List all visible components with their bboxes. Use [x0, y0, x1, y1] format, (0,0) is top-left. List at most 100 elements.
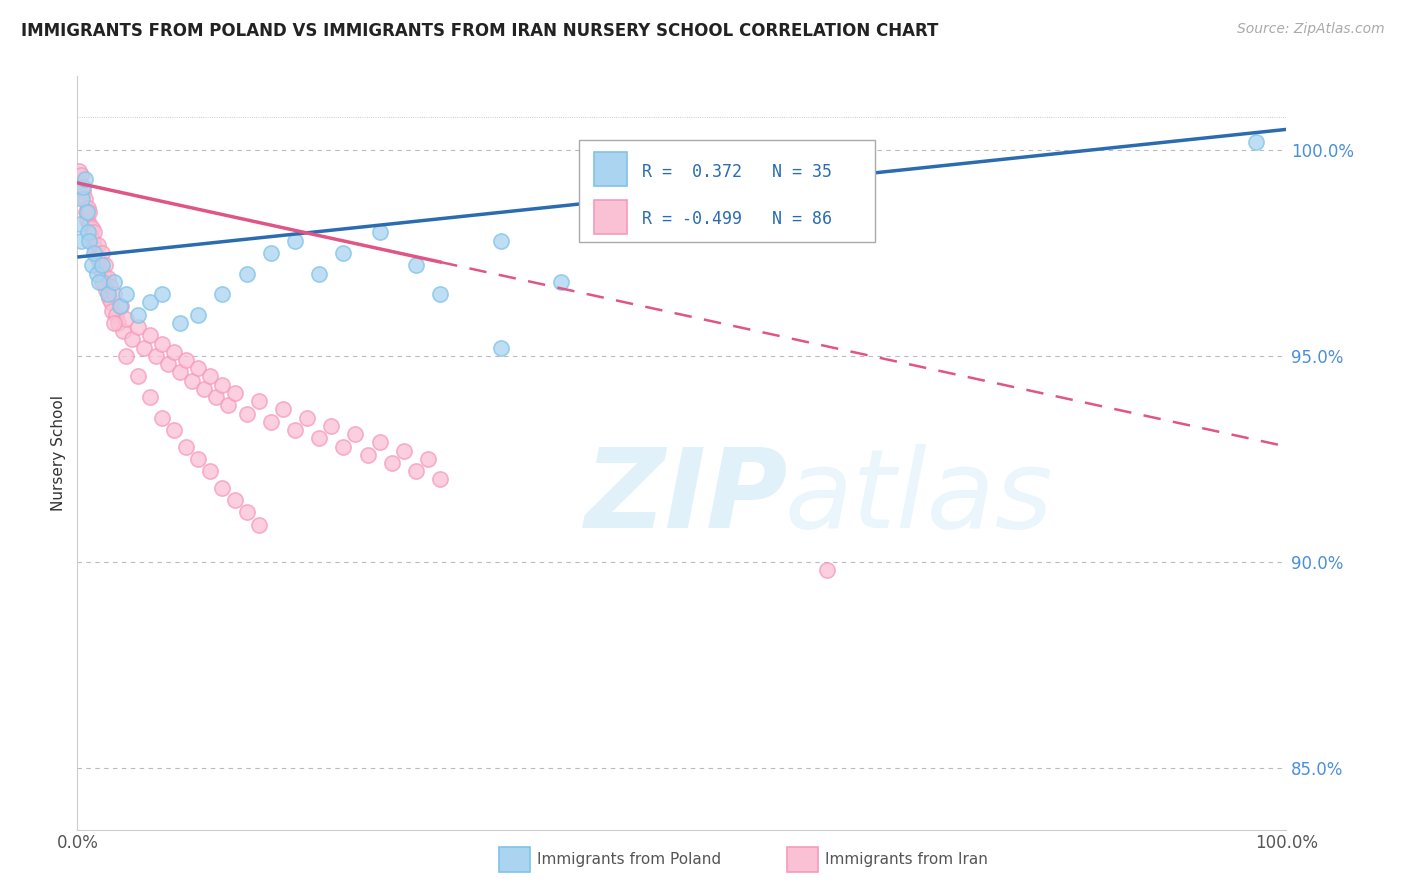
Text: Immigrants from Poland: Immigrants from Poland — [537, 853, 721, 867]
FancyBboxPatch shape — [593, 200, 627, 234]
Point — [86, 250, 108, 264]
Point — [87, 237, 110, 252]
Point — [91, 267, 114, 281]
Point — [83, 225, 105, 239]
Point — [127, 308, 149, 322]
Point — [429, 287, 451, 301]
Point — [103, 275, 125, 289]
Point — [429, 473, 451, 487]
Point — [72, 184, 94, 198]
Point — [139, 390, 162, 404]
Point — [224, 493, 246, 508]
Point — [405, 258, 427, 272]
Point — [77, 201, 100, 215]
Point — [193, 382, 215, 396]
Point — [98, 278, 121, 293]
Point — [381, 456, 404, 470]
FancyBboxPatch shape — [579, 140, 876, 242]
Point — [114, 311, 136, 326]
Text: IMMIGRANTS FROM POLAND VS IMMIGRANTS FROM IRAN NURSERY SCHOOL CORRELATION CHART: IMMIGRANTS FROM POLAND VS IMMIGRANTS FRO… — [21, 22, 938, 40]
Point — [200, 369, 222, 384]
Point — [150, 336, 173, 351]
Point — [271, 402, 294, 417]
Point — [139, 328, 162, 343]
Point — [247, 394, 270, 409]
Point — [86, 267, 108, 281]
Point — [550, 275, 572, 289]
Point — [87, 254, 110, 268]
Point — [67, 163, 90, 178]
Point — [200, 464, 222, 478]
Point — [103, 287, 125, 301]
Point — [94, 258, 117, 272]
Point — [187, 308, 209, 322]
Point — [96, 287, 118, 301]
Point — [260, 415, 283, 429]
Point — [139, 295, 162, 310]
Point — [150, 410, 173, 425]
Point — [100, 295, 122, 310]
Point — [127, 320, 149, 334]
Point — [97, 291, 120, 305]
Point — [69, 176, 91, 190]
Point — [89, 262, 111, 277]
Point — [332, 246, 354, 260]
Text: atlas: atlas — [785, 444, 1053, 551]
Point — [105, 308, 128, 322]
Point — [87, 275, 110, 289]
Point — [73, 171, 96, 186]
Point — [368, 435, 391, 450]
Point — [163, 423, 186, 437]
Point — [69, 217, 91, 231]
Point — [93, 275, 115, 289]
Point — [127, 369, 149, 384]
Point — [187, 451, 209, 466]
Point — [101, 303, 124, 318]
Point — [90, 275, 112, 289]
Point — [224, 386, 246, 401]
Point — [90, 246, 112, 260]
Point — [260, 246, 283, 260]
Point — [489, 234, 512, 248]
Point — [112, 324, 135, 338]
Point — [169, 365, 191, 379]
Text: R =  0.372   N = 35: R = 0.372 N = 35 — [643, 163, 832, 181]
Point — [83, 246, 105, 260]
Point — [405, 464, 427, 478]
Point — [187, 361, 209, 376]
Point — [70, 188, 93, 202]
Point — [211, 377, 233, 392]
Point — [392, 443, 415, 458]
Point — [235, 267, 257, 281]
Point — [284, 423, 307, 437]
Point — [79, 229, 101, 244]
Point — [79, 234, 101, 248]
Point — [70, 168, 93, 182]
Point — [96, 270, 118, 285]
Y-axis label: Nursery School: Nursery School — [51, 394, 66, 511]
FancyBboxPatch shape — [593, 152, 627, 186]
Point — [815, 563, 838, 577]
Point — [235, 505, 257, 519]
Point — [110, 300, 132, 314]
Point — [90, 258, 112, 272]
Point — [169, 316, 191, 330]
Point — [205, 390, 228, 404]
Point — [295, 410, 318, 425]
Point — [211, 287, 233, 301]
Point — [108, 300, 131, 314]
Point — [76, 204, 98, 219]
Point — [356, 448, 378, 462]
Point — [84, 242, 107, 256]
Point — [76, 213, 98, 227]
Point — [75, 204, 97, 219]
Point — [163, 344, 186, 359]
Point — [235, 407, 257, 421]
Point — [79, 217, 101, 231]
Point — [73, 193, 96, 207]
Point — [107, 316, 129, 330]
Point — [157, 357, 180, 371]
Point — [181, 374, 204, 388]
Point — [96, 283, 118, 297]
Point — [114, 287, 136, 301]
